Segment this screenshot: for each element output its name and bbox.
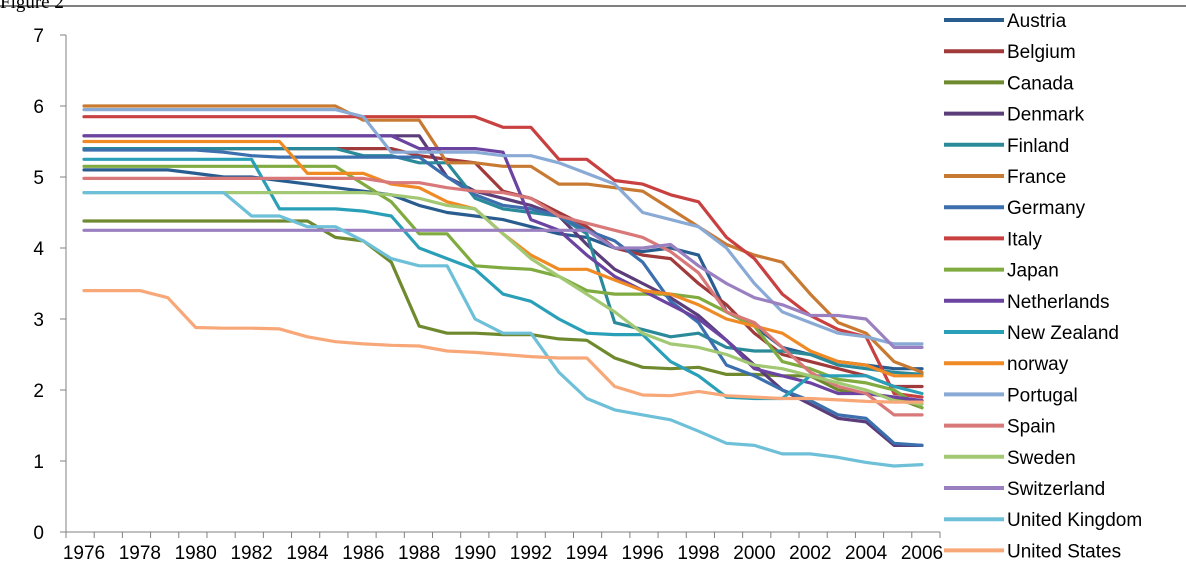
legend-label-spain: Spain — [1007, 417, 1056, 438]
x-tick-label: 2000 — [733, 543, 775, 564]
y-tick-label: 6 — [33, 97, 44, 118]
legend-label-new-zealand: New Zealand — [1007, 323, 1119, 344]
series-line-united-states — [82, 289, 924, 404]
x-tick-label: 1982 — [230, 543, 272, 564]
x-tick-label: 2002 — [789, 543, 831, 564]
y-tick-label: 7 — [33, 26, 44, 47]
legend-label-united-kingdom: United Kingdom — [1007, 510, 1142, 531]
legend-label-sweden: Sweden — [1007, 448, 1076, 469]
x-tick-label: 1990 — [454, 543, 496, 564]
x-tick-label: 1984 — [286, 543, 329, 564]
legend-label-germany: Germany — [1007, 198, 1086, 219]
y-tick-label: 3 — [33, 310, 44, 331]
legend-label-france: France — [1007, 167, 1066, 188]
x-tick-label: 1988 — [398, 543, 440, 564]
x-tick-label: 1992 — [510, 543, 552, 564]
x-tick-label: 1994 — [566, 543, 609, 564]
y-tick-label: 2 — [33, 381, 44, 402]
series-line-united-kingdom — [82, 191, 924, 468]
legend-label-netherlands: Netherlands — [1007, 292, 1109, 313]
series-line-portugal — [82, 107, 924, 346]
y-tick-label: 0 — [33, 523, 44, 544]
axes: 0 1 2 3 4 5 6 7 1976 1978 1980 1982 1984 1986 1988 1990… — [33, 26, 943, 564]
legend-label-austria: Austria — [1007, 11, 1067, 32]
legend: Austria Belgium Canada Denmark Finland France… — [944, 11, 1142, 562]
plot-area — [82, 104, 924, 468]
y-tick-label: 4 — [33, 239, 44, 260]
x-tick-label: 2004 — [845, 543, 888, 564]
series-line-germany — [82, 148, 924, 447]
x-tick-label: 1998 — [677, 543, 719, 564]
series-line-netherlands — [82, 134, 924, 403]
series-line-france — [82, 104, 924, 374]
x-tick-label: 1976 — [63, 543, 105, 564]
x-tick-label: 1980 — [175, 543, 217, 564]
series-line-japan — [82, 164, 924, 410]
legend-label-canada: Canada — [1007, 73, 1074, 94]
series-line-finland — [82, 147, 924, 376]
series-line-sweden — [82, 191, 924, 406]
y-tick-label: 5 — [33, 168, 44, 189]
legend-label-norway: norway — [1007, 354, 1069, 375]
legend-label-switzerland: Switzerland — [1007, 479, 1105, 500]
x-tick-label: 1986 — [342, 543, 384, 564]
x-tick-label: 2006 — [901, 543, 943, 564]
series-line-switzerland — [82, 228, 924, 349]
x-tick-label: 1978 — [119, 543, 161, 564]
legend-label-belgium: Belgium — [1007, 42, 1076, 63]
series-line-italy — [82, 115, 924, 399]
series-line-spain — [82, 176, 924, 417]
legend-label-finland: Finland — [1007, 136, 1069, 157]
legend-label-italy: Italy — [1007, 229, 1042, 250]
legend-label-united-states: United States — [1007, 541, 1121, 562]
x-tick-label: 1996 — [622, 543, 664, 564]
legend-label-portugal: Portugal — [1007, 385, 1078, 406]
legend-label-denmark: Denmark — [1007, 105, 1085, 126]
y-tick-label: 1 — [33, 452, 44, 473]
legend-label-japan: Japan — [1007, 261, 1059, 282]
